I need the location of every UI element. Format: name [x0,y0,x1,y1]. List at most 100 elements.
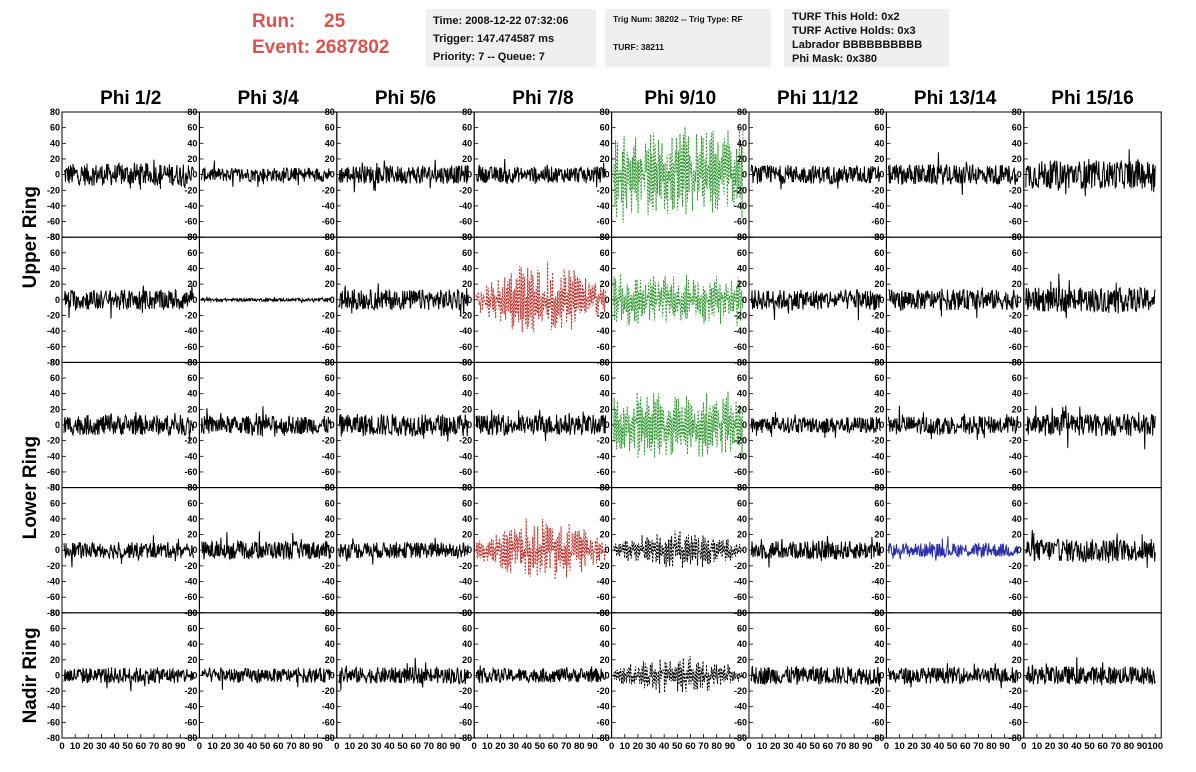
y-tick-label: 0 [467,420,472,430]
y-tick-label: 60 [187,248,197,258]
waveform-trace [750,289,881,321]
y-tick-label: 40 [874,264,884,274]
y-tick-label: -20 [459,686,472,696]
y-tick-label: 80 [325,608,335,618]
y-tick-label: 80 [50,608,60,618]
y-tick-label: 0 [742,670,747,680]
x-tick-label: 70 [1110,741,1121,752]
y-tick-label: 40 [874,514,884,524]
y-tick-label: -20 [184,686,197,696]
y-tick-label: 40 [1012,138,1022,148]
y-tick-label: 80 [462,483,472,493]
x-tick-label: 90 [862,741,873,752]
y-tick-label: 60 [50,623,60,633]
x-tick-label: 20 [633,741,644,752]
y-tick-label: 80 [1012,357,1022,367]
y-tick-label: 60 [462,248,472,258]
y-tick-label: -60 [459,467,472,477]
phi-mask-text: Phi Mask: 0x380 [792,53,877,65]
y-tick-label: -80 [47,483,60,493]
y-tick-label: -20 [184,185,197,195]
y-tick-label: 40 [1012,389,1022,399]
x-tick-label: 0 [609,741,614,752]
y-tick-label: -20 [184,436,197,446]
x-tick-label: 70 [149,741,160,752]
time-text: Time: 2008-12-22 07:32:06 [433,15,569,27]
x-tick-label: 20 [1045,741,1056,752]
x-tick-label: 40 [384,741,395,752]
y-tick-label: -60 [1009,717,1022,727]
waveform-trace [750,535,881,568]
waveform-trace [475,261,607,333]
x-tick-label: 30 [1058,741,1069,752]
run-event-info: Run: 25 Event: 2687802 [252,9,389,61]
event-value: 2687802 [315,37,390,58]
y-tick-label: 0 [605,545,610,555]
y-tick-label: 60 [874,498,884,508]
y-tick-label: 20 [325,530,335,540]
column-header: Phi 3/4 [237,88,299,109]
y-tick-label: 80 [325,232,335,242]
x-tick-label: 50 [397,741,408,752]
y-tick-label: -20 [1009,185,1022,195]
x-tick-label: 50 [260,741,271,752]
y-tick-label: 0 [330,420,335,430]
y-tick-label: -20 [1009,686,1022,696]
y-tick-label: 60 [1012,623,1022,633]
x-tick-label: 40 [796,741,807,752]
y-tick-label: -60 [734,217,747,227]
column-header: Phi 1/2 [100,88,161,109]
x-tick-label: 20 [220,741,231,752]
x-tick-label: 70 [836,741,847,752]
y-tick-label: -20 [322,686,335,696]
y-tick-label: 60 [874,623,884,633]
waveform-trace [338,657,469,691]
waveform-trace [1025,657,1156,686]
y-tick-label: 40 [600,138,610,148]
x-tick-label: 20 [83,741,94,752]
y-tick-label: -60 [734,717,747,727]
y-tick-label: -60 [597,717,610,727]
waveform-trace [338,159,469,193]
y-tick-label: 0 [192,545,197,555]
y-tick-label: -80 [47,733,60,743]
y-tick-label: 60 [737,623,747,633]
y-tick-label: 80 [600,232,610,242]
x-tick-label: 80 [711,741,722,752]
waveform-trace [1025,273,1156,319]
x-tick-label: 30 [646,741,657,752]
y-tick-label: 0 [879,295,884,305]
y-tick-label: 60 [737,373,747,383]
waveform-trace [613,126,744,223]
waveform-trace [1025,529,1156,568]
x-tick-label: 30 [96,741,107,752]
y-tick-label: 60 [187,373,197,383]
y-tick-label: 40 [187,514,197,524]
x-tick-label: 80 [986,741,997,752]
y-tick-label: 20 [874,154,884,164]
waveform-trace [887,152,1019,196]
x-tick-label: 40 [934,741,945,752]
y-tick-label: 0 [1017,420,1022,430]
x-tick-label: 90 [175,741,186,752]
y-tick-label: -20 [322,185,335,195]
x-tick-label: 50 [672,741,683,752]
y-tick-label: 40 [737,639,747,649]
y-tick-label: 40 [737,264,747,274]
waveform-trace [1025,149,1156,197]
y-tick-label: 20 [737,404,747,414]
